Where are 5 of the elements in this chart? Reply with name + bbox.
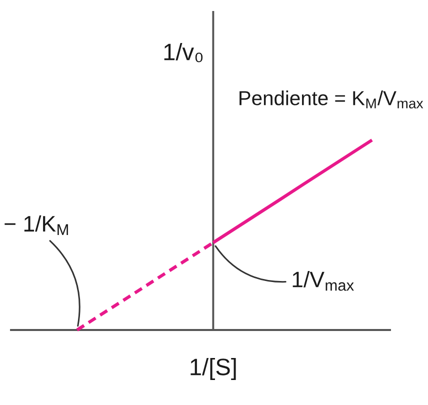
x-axis-title: 1/[S]	[190, 358, 236, 380]
text: Pendiente = K$_{M}$/V$_{max}$	[240, 90, 424, 108]
annotation: 1/V$_{max}$	[292, 271, 354, 291]
annotation: − 1/K$_{M}$	[4, 215, 68, 235]
y-axis-title: 1/v₀	[164, 42, 203, 62]
